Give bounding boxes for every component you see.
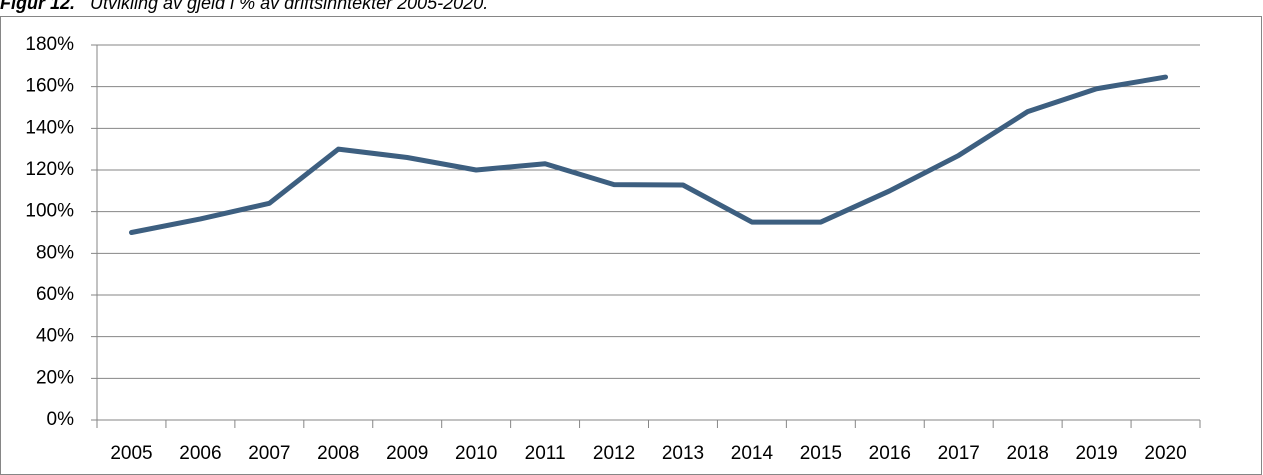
x-tick-label: 2016 (869, 443, 911, 464)
y-tick-label: 120% (25, 159, 74, 180)
x-tick-label: 2014 (731, 443, 774, 464)
x-tick-label: 2011 (525, 443, 566, 464)
chart-border (0, 16, 1262, 475)
y-tick-label: 0% (47, 409, 75, 430)
x-tick-label: 2008 (317, 443, 359, 464)
x-tick-label: 2018 (1007, 443, 1049, 464)
y-tick-label: 180% (25, 34, 74, 55)
x-tick-label: 2015 (800, 443, 842, 464)
x-tick-label: 2019 (1075, 443, 1117, 464)
x-tick-label: 2007 (248, 443, 290, 464)
y-tick-label: 100% (25, 201, 74, 222)
x-tick-label: 2012 (593, 443, 635, 464)
x-tick-label: 2017 (938, 443, 980, 464)
y-tick-label: 40% (36, 326, 74, 347)
x-tick-label: 2005 (110, 443, 152, 464)
y-tick-label: 60% (36, 284, 74, 305)
x-tick-label: 2006 (179, 443, 221, 464)
y-tick-label: 20% (36, 367, 74, 388)
x-tick-label: 2020 (1144, 443, 1186, 464)
y-tick-label: 80% (36, 242, 74, 263)
figure-label: Figur 12. (0, 0, 75, 13)
chart-title: Utvikling av gjeld i % av driftsinntekte… (90, 0, 488, 13)
data-line (128, 74, 1169, 235)
y-tick-label: 140% (25, 117, 74, 138)
x-tick-label: 2009 (386, 443, 428, 464)
x-tick-label: 2010 (455, 443, 497, 464)
y-tick-label: 160% (25, 76, 74, 97)
x-tick-label: 2013 (662, 443, 704, 464)
